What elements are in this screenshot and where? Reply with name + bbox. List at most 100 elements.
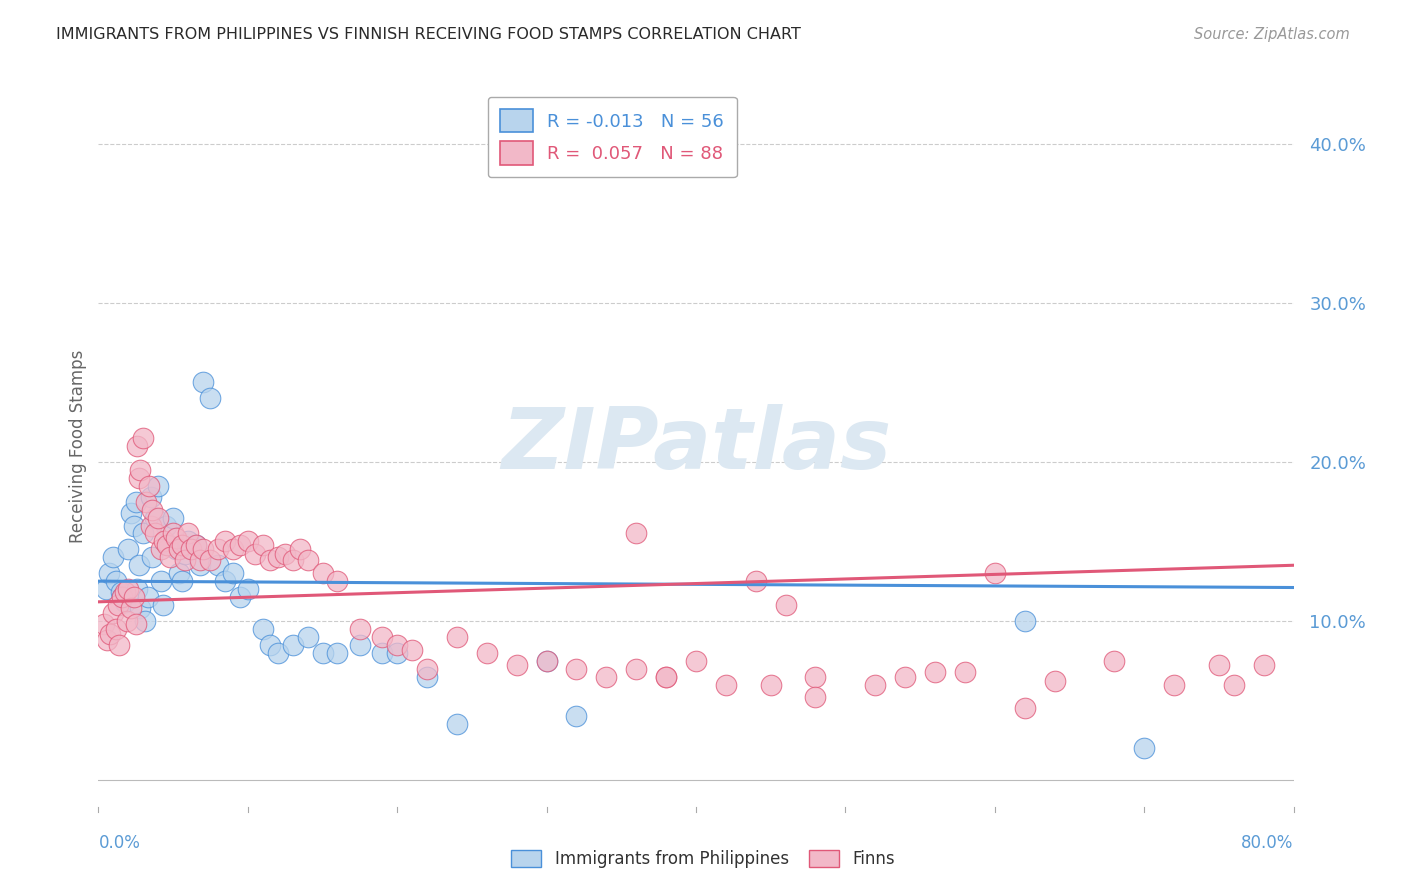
Point — [371, 646, 394, 660]
Point — [385, 638, 409, 652]
Point — [865, 677, 887, 691]
Point — [129, 601, 152, 615]
Point — [127, 439, 149, 453]
Point — [152, 598, 174, 612]
Point — [125, 617, 148, 632]
Point — [624, 526, 647, 541]
Point — [297, 553, 319, 567]
Point — [416, 662, 439, 676]
Point — [134, 614, 156, 628]
Point — [401, 642, 423, 657]
Point — [120, 506, 142, 520]
Text: Source: ZipAtlas.com: Source: ZipAtlas.com — [1194, 27, 1350, 42]
Text: IMMIGRANTS FROM PHILIPPINES VS FINNISH RECEIVING FOOD STAMPS CORRELATION CHART: IMMIGRANTS FROM PHILIPPINES VS FINNISH R… — [56, 27, 801, 42]
Point — [385, 646, 409, 660]
Point — [1133, 741, 1156, 756]
Point — [129, 463, 152, 477]
Point — [655, 669, 678, 683]
Point — [174, 553, 197, 567]
Point — [103, 606, 125, 620]
Point — [983, 566, 1005, 581]
Point — [125, 494, 148, 508]
Point — [97, 566, 120, 581]
Point — [349, 638, 371, 652]
Point — [138, 479, 160, 493]
Point — [141, 550, 163, 565]
Point — [143, 526, 166, 541]
Point — [162, 526, 184, 541]
Point — [191, 542, 214, 557]
Point — [252, 538, 274, 552]
Point — [655, 669, 678, 683]
Point — [894, 669, 917, 683]
Point — [565, 709, 588, 723]
Point — [685, 654, 707, 668]
Point — [311, 566, 333, 581]
Point — [446, 630, 468, 644]
Point — [136, 590, 159, 604]
Point — [416, 669, 439, 683]
Point — [236, 534, 259, 549]
Point — [1208, 658, 1230, 673]
Point — [155, 518, 177, 533]
Point — [105, 622, 128, 636]
Point — [128, 471, 150, 485]
Point — [165, 542, 187, 557]
Point — [93, 617, 115, 632]
Point — [132, 526, 155, 541]
Point — [117, 542, 139, 557]
Point — [200, 553, 222, 567]
Point — [156, 538, 179, 552]
Point — [745, 574, 768, 589]
Point — [759, 677, 782, 691]
Point — [150, 574, 173, 589]
Point — [595, 669, 617, 683]
Point — [108, 638, 131, 652]
Point — [214, 574, 236, 589]
Point — [229, 538, 252, 552]
Point — [259, 553, 281, 567]
Point — [135, 494, 157, 508]
Y-axis label: Receiving Food Stamps: Receiving Food Stamps — [69, 350, 87, 542]
Point — [184, 538, 207, 552]
Point — [222, 542, 245, 557]
Point — [1043, 674, 1066, 689]
Point — [222, 566, 245, 581]
Point — [506, 658, 529, 673]
Point — [139, 518, 162, 533]
Point — [120, 601, 142, 615]
Point — [117, 582, 139, 596]
Point — [148, 479, 170, 493]
Point — [167, 566, 190, 581]
Point — [191, 376, 214, 390]
Point — [924, 665, 946, 679]
Point — [236, 582, 259, 596]
Point — [188, 553, 211, 567]
Point — [267, 550, 290, 565]
Point — [565, 662, 588, 676]
Point — [114, 585, 136, 599]
Point — [174, 547, 197, 561]
Point — [536, 654, 558, 668]
Point — [177, 526, 200, 541]
Point — [804, 690, 827, 705]
Point — [288, 542, 311, 557]
Point — [1163, 677, 1185, 691]
Point — [714, 677, 737, 691]
Point — [165, 531, 187, 545]
Point — [115, 614, 138, 628]
Point — [98, 626, 122, 640]
Point — [953, 665, 976, 679]
Legend: Immigrants from Philippines, Finns: Immigrants from Philippines, Finns — [505, 843, 901, 875]
Text: 80.0%: 80.0% — [1241, 834, 1294, 852]
Point — [281, 638, 304, 652]
Point — [1253, 658, 1275, 673]
Point — [143, 510, 166, 524]
Point — [274, 547, 297, 561]
Point — [157, 538, 180, 552]
Point — [94, 582, 117, 596]
Point — [132, 431, 155, 445]
Point — [475, 646, 498, 660]
Point — [252, 622, 274, 636]
Point — [172, 574, 194, 589]
